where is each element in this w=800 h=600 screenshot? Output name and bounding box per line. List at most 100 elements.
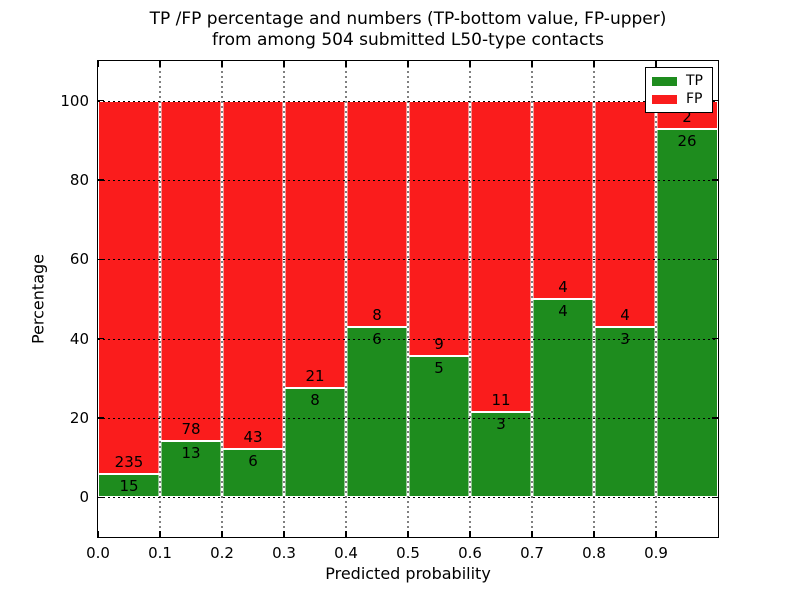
tp-bar-segment xyxy=(656,129,718,498)
y-tick-label: 20 xyxy=(69,409,89,427)
fp-bar-segment xyxy=(284,100,346,388)
y-tick-label: 40 xyxy=(69,329,89,348)
fp-bar-segment xyxy=(408,100,470,356)
legend-label: FP xyxy=(686,91,703,107)
x-tick-label: 0.4 xyxy=(334,544,358,562)
x-tick-label: 0.0 xyxy=(86,544,110,562)
x-tick-mark xyxy=(469,531,471,537)
vertical-gridline-dots xyxy=(159,61,161,537)
fp-count-label: 235 xyxy=(114,452,144,471)
x-tick-label: 0.7 xyxy=(520,544,544,562)
horizontal-gridline xyxy=(98,259,718,261)
vertical-gridline xyxy=(282,61,286,537)
tp-count-label: 15 xyxy=(119,476,139,495)
x-tick-mark xyxy=(159,61,161,67)
vertical-gridline-dots xyxy=(655,61,657,537)
x-tick-mark xyxy=(593,531,595,537)
horizontal-gridline xyxy=(98,180,718,181)
fp-bar-segment xyxy=(160,100,222,441)
fp-count-label: 4 xyxy=(620,306,630,325)
y-tick-mark xyxy=(98,258,104,261)
horizontal-gridline xyxy=(98,418,718,419)
y-tick-mark xyxy=(98,99,104,102)
vertical-gridline-dots xyxy=(283,61,285,537)
x-tick-mark xyxy=(655,61,657,67)
tp-bar-segment xyxy=(160,440,222,498)
x-tick-mark xyxy=(407,61,409,67)
tp-bar-segment xyxy=(532,299,594,498)
fp-bar-segment xyxy=(222,100,284,449)
chart-title: TP /FP percentage and numbers (TP-bottom… xyxy=(97,9,719,51)
tp-count-label: 13 xyxy=(181,443,201,462)
y-tick-label: 80 xyxy=(69,171,89,189)
x-tick-mark xyxy=(593,61,595,67)
x-tick-label: 0.3 xyxy=(272,544,296,562)
y-axis-label: Percentage xyxy=(28,253,48,345)
vertical-gridline-dots xyxy=(221,61,223,537)
y-tick-label: 0 xyxy=(79,488,89,507)
tp-count-label: 5 xyxy=(434,358,444,377)
tp-bar-segment xyxy=(408,355,470,498)
x-tick-label: 0.2 xyxy=(210,544,234,562)
x-tick-mark xyxy=(531,531,533,537)
y-tick-mark xyxy=(98,417,104,419)
tp-count-label: 6 xyxy=(372,330,382,349)
y-tick-mark xyxy=(98,496,104,499)
legend: TP FP xyxy=(645,67,713,113)
y-tick-mark xyxy=(712,496,718,499)
vertical-gridline xyxy=(158,61,162,537)
legend-label: TP xyxy=(686,73,703,89)
tp-bar-segment xyxy=(222,448,284,498)
fp-count-label: 11 xyxy=(491,391,511,410)
vertical-gridline xyxy=(530,61,534,537)
x-tick-mark xyxy=(407,531,409,537)
y-tick-mark xyxy=(98,179,104,181)
vertical-gridline-dots xyxy=(407,61,409,537)
x-tick-mark xyxy=(345,531,347,537)
fp-bar-segment xyxy=(532,100,594,299)
fp-count-label: 8 xyxy=(372,306,382,325)
horizontal-gridline xyxy=(98,497,718,499)
x-tick-mark xyxy=(655,531,657,537)
fp-count-label: 4 xyxy=(558,278,568,296)
vertical-gridline xyxy=(344,61,348,537)
fp-count-label: 43 xyxy=(243,427,263,446)
fp-count-label: 9 xyxy=(434,334,444,353)
x-tick-mark xyxy=(345,61,347,67)
legend-entry-fp: FP xyxy=(652,92,706,106)
fp-bar-segment xyxy=(470,100,532,413)
tp-count-label: 8 xyxy=(310,390,320,409)
chart-title-line2: from among 504 submitted L50-type contac… xyxy=(212,30,604,50)
vertical-gridline-dots xyxy=(531,61,533,537)
y-tick-mark xyxy=(712,337,718,340)
chart-title-line1: TP /FP percentage and numbers (TP-bottom… xyxy=(149,9,667,29)
x-tick-label: 0.8 xyxy=(582,544,606,562)
legend-swatch-icon xyxy=(652,94,677,104)
y-tick-mark xyxy=(712,99,718,102)
vertical-gridline xyxy=(468,61,472,537)
x-tick-label: 0.9 xyxy=(644,544,668,562)
tp-count-label: 3 xyxy=(620,330,630,349)
horizontal-gridline xyxy=(98,338,718,340)
y-tick-label: 60 xyxy=(69,250,89,269)
tp-count-label: 6 xyxy=(248,451,258,470)
fp-bar-segment xyxy=(98,100,160,474)
x-tick-label: 0.1 xyxy=(148,544,172,562)
x-tick-mark xyxy=(283,61,285,67)
x-tick-mark xyxy=(531,61,533,67)
x-tick-mark xyxy=(283,531,285,537)
tp-count-label: 3 xyxy=(496,415,506,434)
x-axis-label: Predicted probability xyxy=(325,564,491,583)
fp-bar-segment xyxy=(594,100,656,328)
x-tick-label: 0.6 xyxy=(458,544,482,562)
x-tick-mark xyxy=(97,531,99,537)
fp-count-label: 78 xyxy=(181,419,201,438)
y-tick-mark xyxy=(712,258,718,261)
x-tick-mark xyxy=(221,61,223,67)
y-tick-label: 100 xyxy=(60,91,89,110)
legend-swatch-icon xyxy=(652,76,677,86)
vertical-gridline-dots xyxy=(345,61,347,537)
y-tick-mark xyxy=(712,417,718,419)
y-tick-mark xyxy=(712,179,718,181)
